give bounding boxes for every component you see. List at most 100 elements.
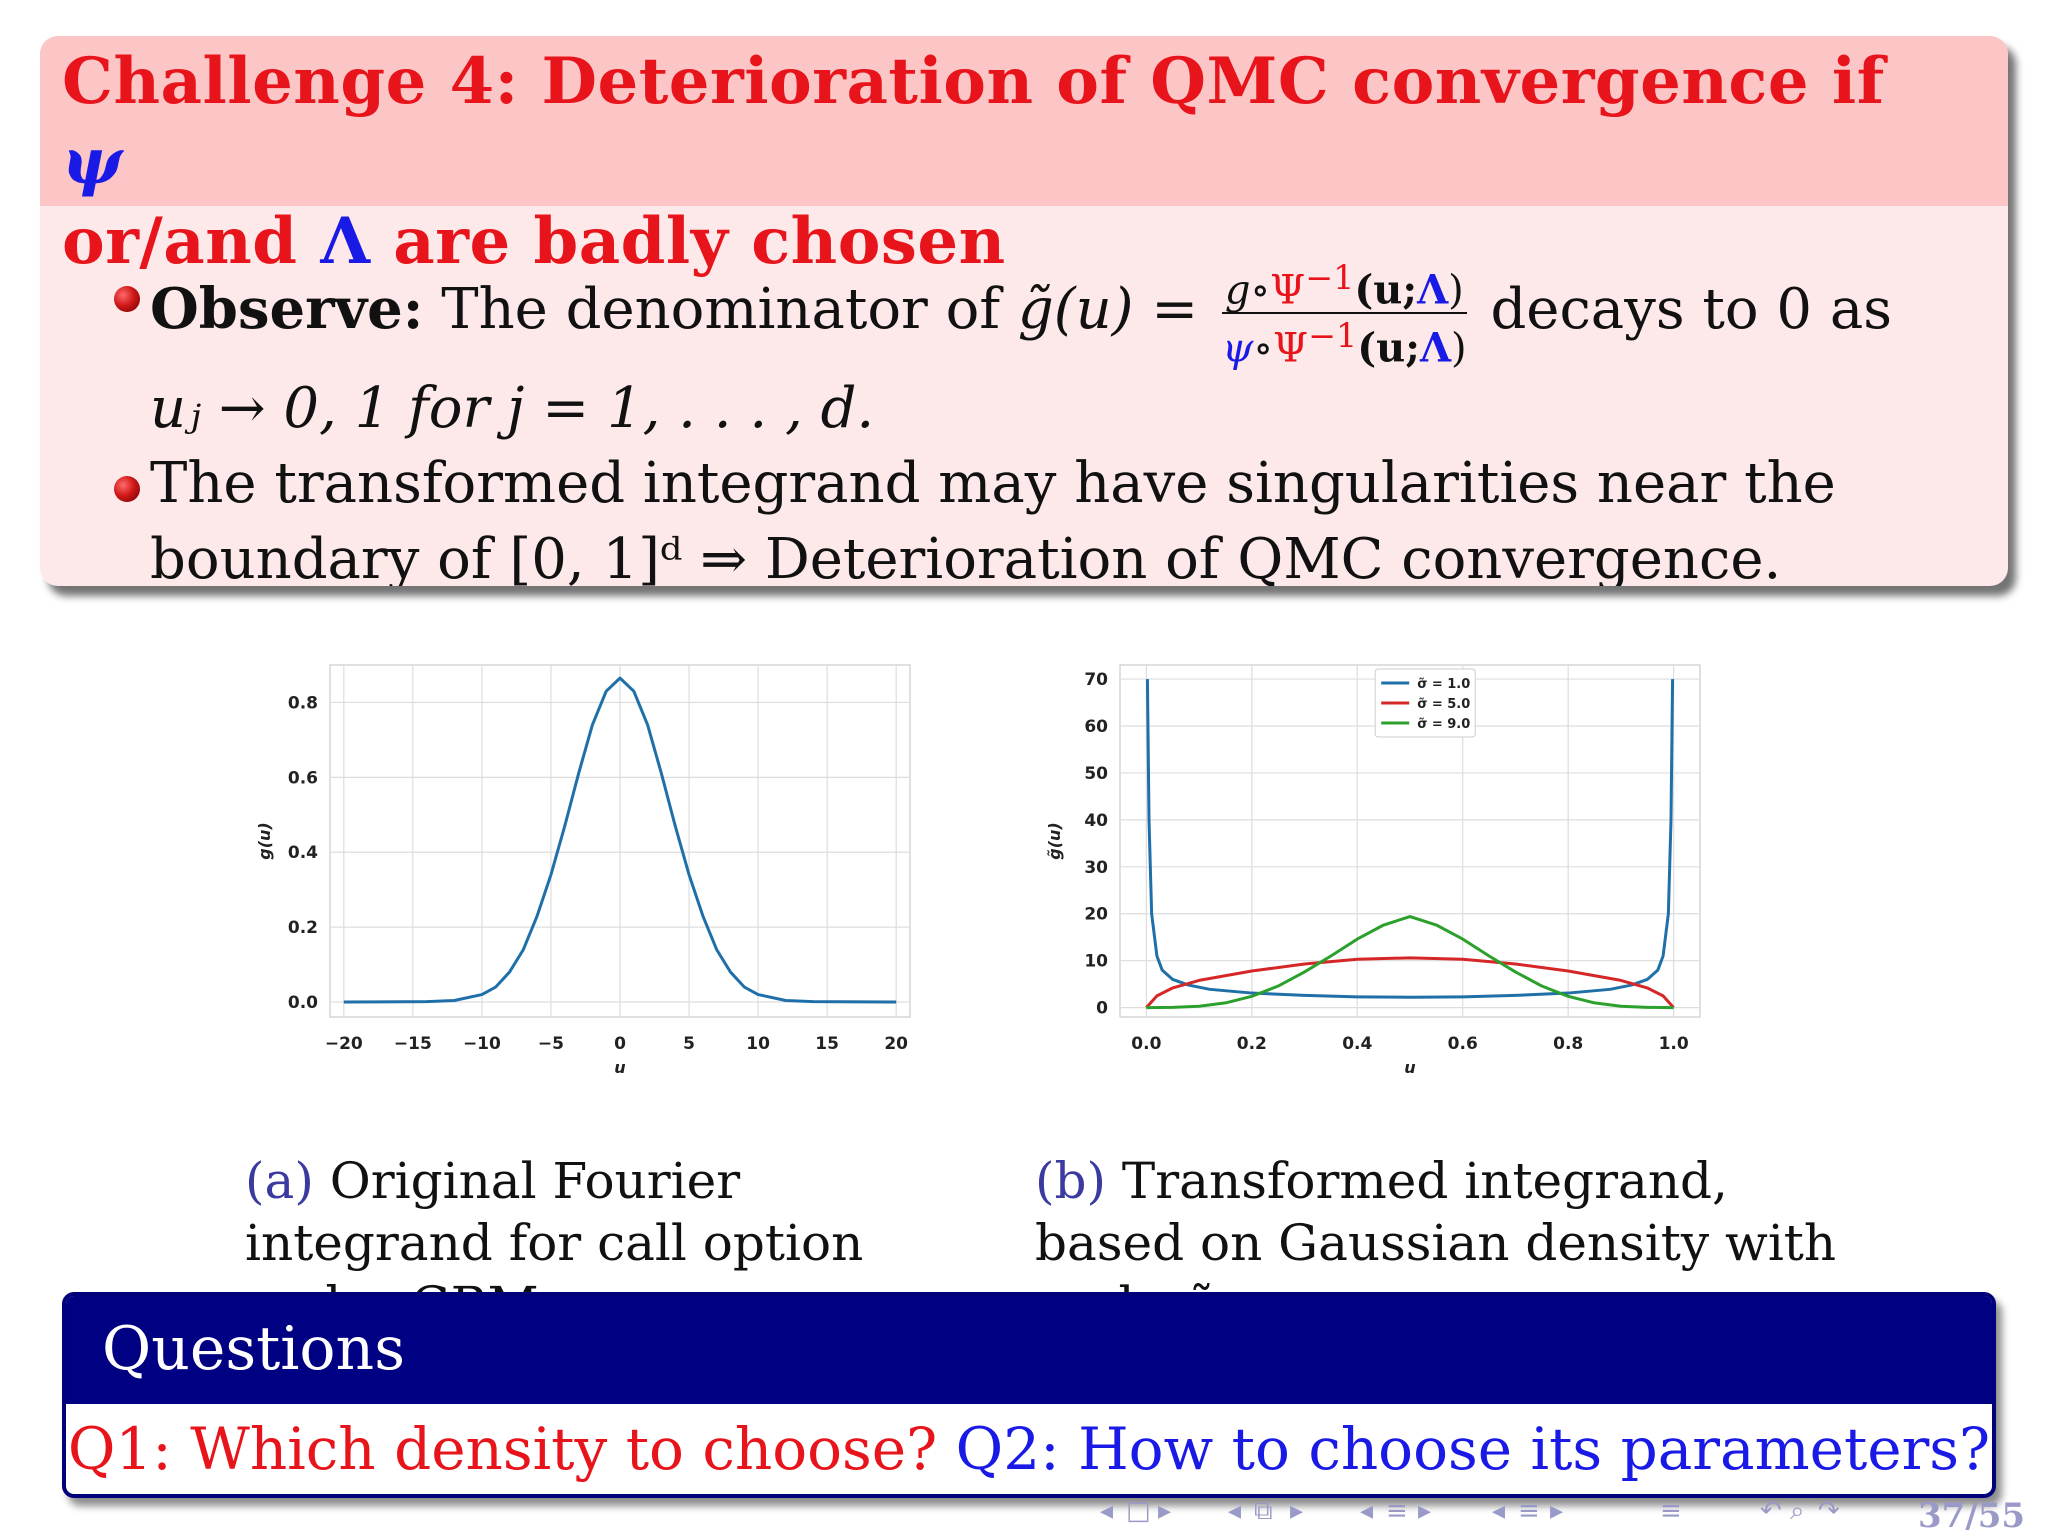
den-psi-inv: Ψ [1273, 325, 1309, 372]
x-tick-label: 5 [683, 1034, 695, 1054]
observe-label: Observe: [150, 275, 424, 342]
nav-next-frame-icon[interactable]: ▸ [1290, 1496, 1304, 1526]
y-tick-label: 40 [1084, 811, 1108, 831]
fraction-denominator: ψ∘Ψ−1(u;Λ) [1222, 314, 1467, 370]
nav-prev-frame-icon[interactable]: ◂ [1228, 1496, 1242, 1526]
x-tick-label: 0.2 [1237, 1034, 1267, 1054]
question-2: Q2: How to choose its parameters? [955, 1415, 1991, 1483]
x-tick-label: −20 [325, 1034, 363, 1054]
nav-prev-section-icon[interactable]: ◂ [1492, 1496, 1506, 1526]
questions-block: Questions Q1: Which density to choose? Q… [62, 1292, 1996, 1498]
series-line-2 [1146, 915, 1674, 1010]
num-lambda: Λ [1417, 266, 1449, 314]
title-psi: ψ [62, 124, 123, 199]
num-sup: −1 [1305, 258, 1355, 297]
den-psi: ψ [1222, 325, 1254, 372]
nav-next-section-icon[interactable]: ▸ [1550, 1496, 1564, 1526]
den-arg-open: (u; [1357, 324, 1420, 372]
num-psi-inv: Ψ [1270, 267, 1306, 314]
x-tick-label: 0.0 [1131, 1034, 1161, 1054]
nav-slide-icon[interactable]: □ [1126, 1496, 1151, 1526]
y-tick-label: 0 [1096, 999, 1108, 1019]
challenge-block: Challenge 4: Deterioration of QMC conver… [40, 36, 2008, 586]
title-text-1: Challenge 4: Deterioration of QMC conver… [62, 44, 1885, 119]
x-tick-label: 10 [746, 1034, 770, 1054]
bullet-singularities: The transformed integrand may have singu… [114, 446, 1990, 586]
questions-body: Q1: Which density to choose? Q2: How to … [66, 1408, 1992, 1490]
y-tick-label: 70 [1084, 670, 1108, 690]
observe-text-after: decays to 0 as [1472, 276, 1892, 342]
nav-forward-icon[interactable]: ↷ [1818, 1496, 1840, 1526]
x-tick-label: −15 [394, 1034, 432, 1054]
x-tick-label: 15 [815, 1034, 839, 1054]
caption-b: (b) Transformed integrand, based on Gaus… [1035, 1150, 1855, 1336]
caption-b-text: Transformed integrand, based on Gaussian… [1035, 1152, 1837, 1334]
series-line-0 [1145, 679, 1675, 999]
singularities-line-2: boundary of [0, 1]ᵈ ⇒ Deterioration of Q… [150, 527, 1782, 586]
title-text-2: or/and [62, 204, 321, 279]
num-arg-open: (u; [1354, 266, 1418, 314]
num-g: g [1224, 267, 1251, 314]
num-arg-close: ) [1448, 267, 1464, 314]
nav-back-icon[interactable]: ↶ [1760, 1496, 1782, 1526]
challenge-title: Challenge 4: Deterioration of QMC conver… [62, 42, 1962, 282]
question-1: Q1: Which density to choose? [67, 1415, 938, 1483]
y-tick-label: 10 [1084, 952, 1108, 972]
chart-transformed-integrand: 0.0 0.2 0.4 0.6 0.8 1.0 0 10 20 30 40 50 60 70 u g̃(u) σ… [1035, 600, 1735, 1140]
x-tick-label: 0.6 [1448, 1034, 1478, 1054]
challenge-header: Challenge 4: Deterioration of QMC conver… [40, 36, 2008, 279]
x-tick-label: 0.4 [1342, 1034, 1372, 1054]
page-number: 37/55 [1918, 1496, 2026, 1536]
y-tick-label: 20 [1084, 905, 1108, 925]
x-axis-label: u [1404, 1058, 1415, 1077]
bullet-ball-icon [114, 286, 140, 312]
nav-prev-slide-icon[interactable]: ◂ [1100, 1496, 1114, 1526]
nav-appendix-icon[interactable]: ≡ [1660, 1496, 1682, 1526]
y-tick-label: 50 [1084, 764, 1108, 784]
nav-search-icon[interactable]: ⌕ [1790, 1496, 1805, 1526]
y-tick-label: 30 [1084, 858, 1108, 878]
observe-text: The denominator of [423, 276, 1018, 342]
x-tick-label: −10 [463, 1034, 501, 1054]
chart-a-svg: −20 −15 −10 −5 0 5 10 15 20 0.0 0.2 0.4 0.6 0.8 u g(u) [255, 664, 911, 1077]
y-tick-label: 0.6 [288, 768, 318, 788]
y-tick-label: 0.4 [288, 843, 318, 863]
title-lambda: Λ [320, 204, 371, 279]
nav-section-icon[interactable]: ≡ [1518, 1496, 1540, 1526]
fraction: g∘Ψ−1(u;Λ) ψ∘Ψ−1(u;Λ) [1222, 256, 1467, 371]
legend-entry: σ̃ = 9.0 [1417, 717, 1470, 732]
x-tick-label: 1.0 [1659, 1034, 1689, 1054]
legend-entry: σ̃ = 5.0 [1417, 697, 1470, 712]
legend-box [1374, 668, 1476, 738]
y-tick-label: 0.2 [288, 918, 318, 938]
den-sup: −1 [1308, 316, 1358, 356]
den-arg-close: ) [1451, 325, 1467, 372]
series-line-0 [343, 676, 897, 1004]
num-circ: ∘ [1250, 267, 1271, 314]
observe-line-2: uⱼ → 0, 1 for j = 1, . . . , d. [150, 375, 875, 441]
x-axis-label: u [614, 1058, 625, 1077]
y-axis-label: g(u) [255, 822, 274, 859]
fraction-numerator: g∘Ψ−1(u;Λ) [1222, 256, 1467, 315]
nav-next-slide-icon[interactable]: ▸ [1158, 1496, 1172, 1526]
chart-b-svg: 0.0 0.2 0.4 0.6 0.8 1.0 0 10 20 30 40 50 60 70 u g̃(u) σ… [1045, 664, 1701, 1077]
y-tick-label: 0.8 [288, 693, 318, 713]
caption-a-text: Original Fourier integrand for call opti… [245, 1152, 864, 1334]
y-tick-label: 60 [1084, 717, 1108, 737]
y-tick-label: 0.0 [288, 993, 318, 1013]
x-tick-label: 0.8 [1553, 1034, 1583, 1054]
nav-subsection-icon[interactable]: ≡ [1386, 1496, 1408, 1526]
x-tick-label: −5 [538, 1034, 564, 1054]
nav-frame-icon[interactable]: ⧉ [1254, 1496, 1273, 1526]
chart-original-integrand: −20 −15 −10 −5 0 5 10 15 20 0.0 0.2 0.4 0.6 0.8 u g(u) [245, 600, 945, 1140]
questions-title: Questions [102, 1314, 405, 1384]
den-circ: ∘ [1253, 325, 1273, 372]
g-tilde: g̃(u) [1017, 276, 1134, 342]
caption-b-tag: (b) [1035, 1152, 1107, 1210]
legend-entry: σ̃ = 1.0 [1417, 677, 1470, 692]
nav-prev-subsection-icon[interactable]: ◂ [1360, 1496, 1374, 1526]
y-axis-label: g̃(u) [1045, 822, 1064, 859]
series-line-1 [1145, 956, 1675, 1009]
questions-header: Questions [66, 1296, 1992, 1404]
nav-next-subsection-icon[interactable]: ▸ [1418, 1496, 1432, 1526]
